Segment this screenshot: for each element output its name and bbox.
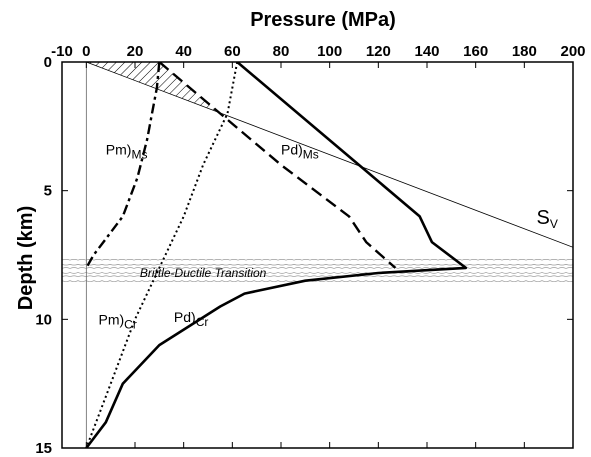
series-label: Pm)Ms: [106, 142, 148, 162]
y-tick-label: 15: [35, 440, 52, 457]
transition-label: Brittle-Ductile Transition: [140, 266, 267, 280]
x-tick-label: 160: [463, 43, 488, 60]
x-tick-label: 20: [127, 43, 144, 60]
x-tick-label: 140: [414, 43, 439, 60]
series-line-2: [85, 62, 239, 448]
x-tick-label: 200: [560, 43, 585, 60]
y-axis-title: Depth (km): [15, 206, 37, 310]
series-line-1: [158, 62, 397, 269]
series-label: Pd)Ms: [281, 142, 319, 162]
transition-wave-line: [62, 272, 573, 274]
x-tick-label: 80: [273, 43, 290, 60]
x-tick-label: 60: [224, 43, 241, 60]
series-line-0: [85, 62, 161, 269]
series-line-3: [85, 62, 468, 448]
hatched-region: [86, 62, 220, 113]
y-tick-label: 10: [35, 311, 52, 328]
y-axis-ticks: 0 5 10 15: [35, 54, 573, 457]
x-tick-label: 40: [175, 43, 192, 60]
x-tick-label: 100: [317, 43, 342, 60]
x-tick-label: 120: [366, 43, 391, 60]
y-tick-label: 5: [44, 183, 52, 200]
transition-wave-line: [62, 275, 573, 277]
transition-wave-line: [62, 259, 573, 261]
transition-wave-line: [62, 280, 573, 282]
x-axis-title: Pressure (MPa): [250, 9, 396, 31]
x-tick-label: 180: [512, 43, 537, 60]
transition-wave-line: [62, 263, 573, 266]
series-label: SV: [537, 207, 558, 231]
x-tick-label: 0: [82, 43, 90, 60]
plot-frame: [61, 61, 574, 449]
series-label: Pm)Cr: [99, 311, 137, 331]
y-tick-label: 0: [44, 54, 52, 71]
series-line-4: [86, 62, 573, 248]
series-layer: [85, 62, 573, 448]
series-label: Pd)Cr: [174, 309, 208, 329]
transition-wave-line: [62, 267, 573, 269]
x-tick-label: -10: [51, 43, 73, 60]
transition-band: [62, 259, 573, 282]
curve-labels: Pm)Ms Pd)Ms Pm)Cr Pd)Cr SV: [99, 142, 558, 332]
x-axis-ticks: -10 0 20 40 60 80 100 120 140 160 180 200: [51, 43, 586, 448]
